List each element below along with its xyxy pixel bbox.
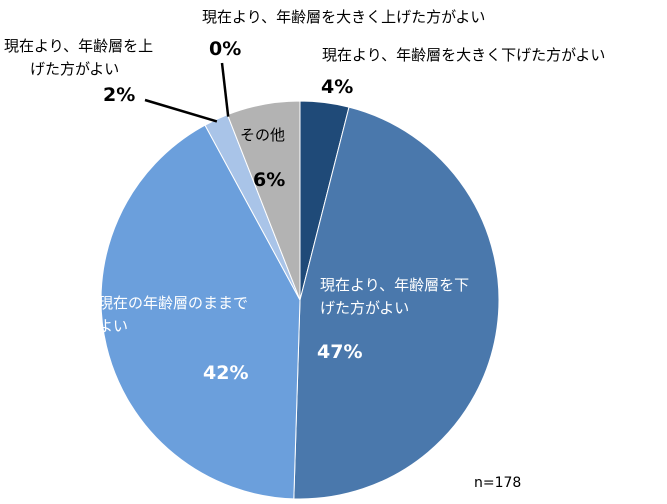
- slice-label-decrease-line2: げた方がよい: [320, 299, 409, 317]
- leader-line-increase: [144, 98, 218, 123]
- slice-label-decrease-line1: 現在より、年齢層を下: [320, 276, 469, 294]
- slice-value-other: 6%: [253, 169, 285, 191]
- pie-slice-2: [100, 124, 301, 500]
- slice-label-keep-line2: よい: [98, 317, 128, 335]
- slice-label-other: その他: [240, 126, 285, 144]
- slice-label-increase-line2: げた方がよい: [30, 60, 119, 78]
- slice-label-keep-line1: 現在の年齢層のままで: [98, 294, 248, 312]
- pie-slices: [100, 100, 500, 500]
- slice-value-keep: 42%: [203, 362, 248, 384]
- leader-line-large-increase: [220, 62, 230, 117]
- slice-value-large-decrease: 4%: [321, 76, 353, 98]
- slice-label-increase-line1: 現在より、年齢層を上: [4, 37, 153, 55]
- leader-lines: [144, 62, 230, 123]
- pie-slice-1: [293, 106, 500, 500]
- slice-value-decrease: 47%: [317, 341, 362, 363]
- slice-label-large-decrease: 現在より、年齢層を大きく下げた方がよい: [322, 46, 605, 64]
- sample-size-note: n=178: [474, 475, 521, 491]
- slice-value-increase: 2%: [103, 84, 135, 106]
- slice-value-large-increase: 0%: [209, 38, 241, 60]
- slice-label-large-increase: 現在より、年齢層を大きく上げた方がよい: [202, 8, 485, 26]
